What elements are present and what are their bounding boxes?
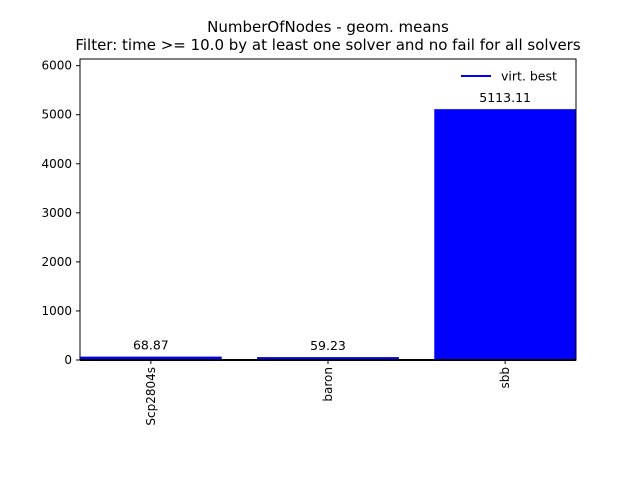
data-label-sbb: 5113.11 xyxy=(479,90,531,105)
bar-scp2804s xyxy=(80,356,222,360)
x-tick-label-sbb: sbb xyxy=(498,367,512,389)
bar-baron xyxy=(257,357,399,360)
data-labels-layer: 68.87 59.23 5113.11 xyxy=(133,90,531,353)
y-axis: 0 1000 2000 3000 4000 5000 6000 xyxy=(41,59,80,367)
chart-title: NumberOfNodes - geom. means xyxy=(207,18,449,36)
legend: virt. best xyxy=(452,64,570,88)
legend-label: virt. best xyxy=(501,69,557,84)
y-tick-label: 0 xyxy=(64,353,72,367)
y-tick-label: 6000 xyxy=(41,59,72,73)
chart-subtitle: Filter: time >= 10.0 by at least one sol… xyxy=(75,36,581,54)
x-tick-label-scp2804s: Scp2804s xyxy=(144,367,158,426)
x-axis: Scp2804s baron sbb xyxy=(144,360,512,426)
data-label-baron: 59.23 xyxy=(310,338,346,353)
y-tick-label: 3000 xyxy=(41,206,72,220)
y-tick-label: 5000 xyxy=(41,108,72,122)
bar-sbb xyxy=(434,109,576,360)
data-label-scp2804s: 68.87 xyxy=(133,338,169,353)
y-tick-label: 1000 xyxy=(41,304,72,318)
x-tick-label-baron: baron xyxy=(321,367,335,402)
y-tick-label: 2000 xyxy=(41,255,72,269)
y-tick-label: 4000 xyxy=(41,157,72,171)
bars-layer xyxy=(80,109,576,360)
